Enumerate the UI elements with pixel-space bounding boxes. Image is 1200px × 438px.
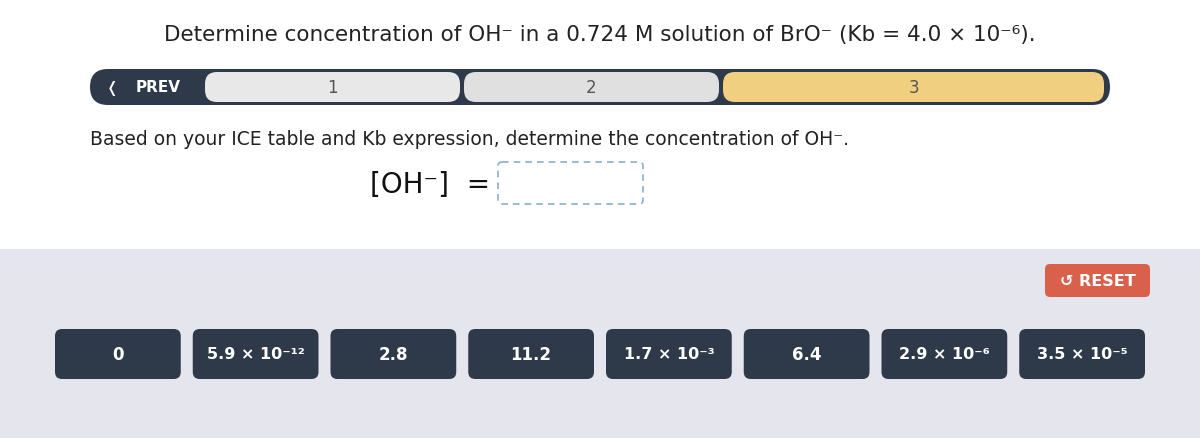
FancyBboxPatch shape bbox=[1019, 329, 1145, 379]
Text: 2.8: 2.8 bbox=[379, 345, 408, 363]
Text: 3: 3 bbox=[908, 79, 919, 97]
FancyBboxPatch shape bbox=[55, 329, 181, 379]
Text: 11.2: 11.2 bbox=[511, 345, 552, 363]
Text: Based on your ICE table and Kb expression, determine the concentration of OH⁻.: Based on your ICE table and Kb expressio… bbox=[90, 130, 850, 149]
FancyBboxPatch shape bbox=[330, 329, 456, 379]
FancyBboxPatch shape bbox=[90, 70, 1110, 106]
Text: 2: 2 bbox=[586, 79, 596, 97]
FancyBboxPatch shape bbox=[468, 329, 594, 379]
Text: ↺ RESET: ↺ RESET bbox=[1060, 273, 1135, 288]
FancyBboxPatch shape bbox=[882, 329, 1007, 379]
FancyBboxPatch shape bbox=[498, 162, 643, 205]
Bar bbox=[0, 249, 1200, 438]
Text: 0: 0 bbox=[112, 345, 124, 363]
FancyBboxPatch shape bbox=[193, 329, 318, 379]
Text: PREV: PREV bbox=[136, 80, 180, 95]
Text: Determine concentration of OH⁻ in a 0.724 M solution of BrO⁻ (Kb = 4.0 × 10⁻⁶).: Determine concentration of OH⁻ in a 0.72… bbox=[164, 25, 1036, 45]
FancyBboxPatch shape bbox=[606, 329, 732, 379]
Text: 5.9 × 10⁻¹²: 5.9 × 10⁻¹² bbox=[206, 347, 305, 362]
FancyBboxPatch shape bbox=[464, 73, 719, 103]
FancyBboxPatch shape bbox=[205, 73, 460, 103]
Text: 6.4: 6.4 bbox=[792, 345, 821, 363]
Text: 1: 1 bbox=[328, 79, 338, 97]
Text: [OH⁻]  =: [OH⁻] = bbox=[370, 171, 490, 198]
FancyBboxPatch shape bbox=[1045, 265, 1150, 297]
Text: ❬: ❬ bbox=[106, 80, 119, 95]
Text: 2.9 × 10⁻⁶: 2.9 × 10⁻⁶ bbox=[899, 347, 990, 362]
FancyBboxPatch shape bbox=[744, 329, 870, 379]
Text: 1.7 × 10⁻³: 1.7 × 10⁻³ bbox=[624, 347, 714, 362]
FancyBboxPatch shape bbox=[722, 73, 1104, 103]
Text: 3.5 × 10⁻⁵: 3.5 × 10⁻⁵ bbox=[1037, 347, 1128, 362]
